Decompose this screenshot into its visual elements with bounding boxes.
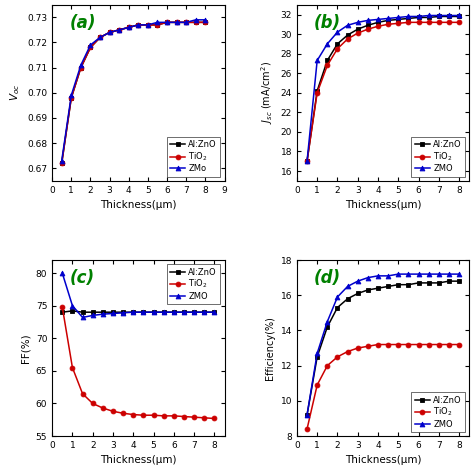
Legend: Al:ZnO, TiO$_2$, ZMO: Al:ZnO, TiO$_2$, ZMO [167, 264, 220, 304]
X-axis label: Thickness(μm): Thickness(μm) [345, 200, 421, 210]
Legend: Al:ZnO, TiO$_2$, ZMo: Al:ZnO, TiO$_2$, ZMo [167, 137, 220, 177]
Legend: Al:ZnO, TiO$_2$, ZMO: Al:ZnO, TiO$_2$, ZMO [411, 392, 465, 432]
X-axis label: Thickness(μm): Thickness(μm) [100, 456, 177, 465]
X-axis label: Thickness(μm): Thickness(μm) [100, 200, 177, 210]
Y-axis label: Efficiency(%): Efficiency(%) [265, 316, 275, 380]
Text: (b): (b) [314, 14, 341, 32]
X-axis label: Thickness(μm): Thickness(μm) [345, 456, 421, 465]
Text: (c): (c) [69, 269, 94, 287]
Text: (a): (a) [69, 14, 96, 32]
Y-axis label: $J_{sc}$ (mA/cm$^2$): $J_{sc}$ (mA/cm$^2$) [259, 61, 275, 124]
Text: (d): (d) [314, 269, 341, 287]
Y-axis label: $V_{oc}$: $V_{oc}$ [8, 84, 22, 101]
Legend: Al:ZnO, TiO$_2$, ZMO: Al:ZnO, TiO$_2$, ZMO [411, 137, 465, 177]
Y-axis label: FF(%): FF(%) [20, 333, 30, 363]
